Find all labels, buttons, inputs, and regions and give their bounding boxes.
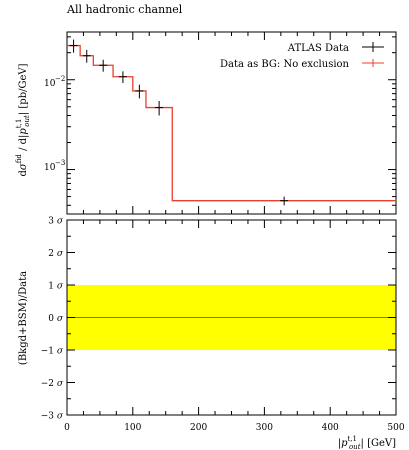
svg-text:−3: −3 [55,159,65,167]
data-point [118,71,127,83]
lower-ytick-label: −3 σ [41,412,64,422]
legend-marker-bg [362,59,384,67]
upper-panel [66,31,397,215]
svg-text:−2: −2 [55,75,65,83]
lower-ytick-label: 3 σ [48,217,64,227]
xtick-label: 400 [322,423,339,433]
data-point [69,39,78,53]
data-point [82,49,91,63]
svg-text:10: 10 [44,79,56,89]
legend: ATLAS Data Data as BG: No exclusion [220,42,384,70]
data-point [280,196,289,206]
svg-text:dσfid / d|pt,1out| [pb/GeV]: dσfid / d|pt,1out| [pb/GeV] [15,63,31,176]
xtick-label: 500 [387,423,404,433]
legend-label-atlas-data: ATLAS Data [287,43,349,54]
svg-text:|pt,1out| [GeV]: |pt,1 out| [GeV] [338,435,396,450]
lower-ytick-label: −2 σ [41,379,64,389]
data-point [99,59,108,72]
ytick-label-1e-2: 10 −2 [44,75,65,89]
xtick-label: 200 [190,423,207,433]
xlabel: |pt,1 out| [GeV] [338,435,396,450]
lower-panel: 3 σ 2 σ 1 σ 0 σ −1 σ −2 σ −3 σ 0 100 200 300 400 50… [41,217,405,434]
lower-ytick-label: 1 σ [48,282,64,292]
xtick-label: 100 [124,423,141,433]
xtick-label: 0 [64,423,70,433]
chart-title: All hadronic channel [66,3,183,16]
xtick-label: 300 [256,423,273,433]
legend-marker-atlas-data [362,42,384,52]
data-point [135,84,144,99]
lower-ytick-label: 0 σ [48,314,64,324]
lower-ylabel: (Bkgd+BSM)/Data [18,271,29,365]
lower-ytick-label: −1 σ [41,347,64,357]
legend-label-bg: Data as BG: No exclusion [220,59,350,70]
ytick-label-1e-3: 10 −3 [44,159,65,173]
svg-text:10: 10 [44,163,56,173]
upper-ylabel: dσfid / d|pt,1out| [pb/GeV] [15,63,31,176]
lower-ytick-label: 2 σ [48,249,64,259]
data-point [155,100,164,116]
